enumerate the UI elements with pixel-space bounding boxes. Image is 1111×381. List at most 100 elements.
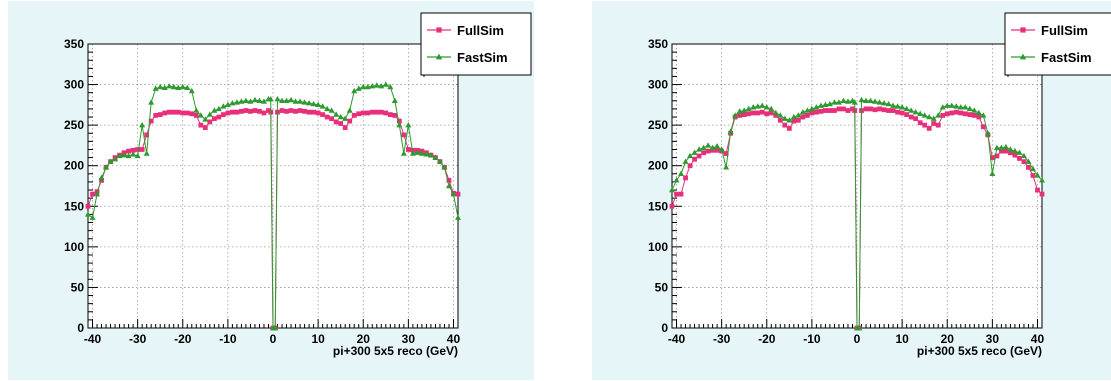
data-point-fullsim bbox=[234, 109, 240, 115]
data-point-fullsim bbox=[759, 109, 765, 115]
data-point-fastsim bbox=[856, 324, 863, 331]
legend-marker-fullsim bbox=[436, 27, 442, 33]
data-point-fastsim bbox=[274, 95, 281, 102]
data-point-fastsim bbox=[400, 150, 407, 156]
data-point-fastsim bbox=[378, 82, 385, 89]
y-tick-label: 0 bbox=[77, 321, 84, 335]
y-tick-label: 0 bbox=[661, 321, 668, 335]
data-point-fastsim bbox=[678, 170, 685, 177]
x-axis-label: pi+300 5x5 reco (GeV) bbox=[917, 344, 1042, 358]
data-point-fullsim bbox=[284, 108, 289, 114]
data-point-fastsim bbox=[899, 104, 906, 110]
data-point-fastsim bbox=[750, 104, 757, 110]
data-point-fastsim bbox=[732, 112, 739, 118]
legend-box bbox=[1004, 12, 1111, 76]
data-point-fullsim bbox=[940, 113, 946, 118]
data-point-fullsim bbox=[378, 109, 384, 115]
x-tick-label: 10 bbox=[311, 332, 325, 346]
data-point-fullsim bbox=[926, 125, 932, 131]
data-point-fullsim bbox=[746, 111, 752, 117]
data-point-fullsim bbox=[1039, 191, 1045, 197]
data-point-fullsim bbox=[980, 124, 986, 130]
data-point-fullsim bbox=[198, 122, 204, 128]
data-point-fullsim bbox=[989, 155, 995, 160]
data-point-fullsim bbox=[351, 113, 357, 118]
data-point-fastsim bbox=[310, 100, 317, 107]
data-point-fastsim bbox=[202, 116, 209, 122]
data-point-fastsim bbox=[741, 107, 748, 113]
data-point-fastsim bbox=[890, 102, 897, 108]
data-point-fullsim bbox=[967, 112, 973, 117]
data-point-fullsim bbox=[184, 110, 190, 116]
data-point-fastsim bbox=[709, 144, 716, 151]
data-point-fullsim bbox=[786, 125, 792, 131]
data-point-fullsim bbox=[342, 125, 348, 130]
data-point-fastsim bbox=[89, 214, 96, 220]
data-point-fullsim bbox=[678, 191, 684, 197]
legend-marker-fullsim bbox=[1020, 27, 1026, 33]
data-point-fullsim bbox=[832, 108, 837, 113]
data-point-fullsim bbox=[813, 109, 819, 115]
data-point-fullsim bbox=[863, 106, 869, 112]
data-point-fullsim bbox=[845, 108, 851, 113]
data-point-fastsim bbox=[754, 103, 761, 109]
data-point-fastsim bbox=[718, 146, 725, 152]
data-point-fullsim bbox=[962, 111, 968, 117]
data-point-fastsim bbox=[450, 190, 457, 197]
data-point-fastsim bbox=[881, 100, 888, 106]
data-point-fullsim bbox=[175, 109, 181, 115]
data-point-fastsim bbox=[687, 152, 694, 159]
data-point-fastsim bbox=[414, 149, 421, 155]
data-point-fastsim bbox=[745, 105, 752, 112]
data-point-fullsim bbox=[135, 147, 141, 152]
data-point-fullsim bbox=[791, 118, 797, 124]
data-point-fullsim bbox=[225, 110, 231, 116]
data-point-fastsim bbox=[858, 96, 865, 103]
data-point-fullsim bbox=[229, 109, 235, 115]
data-point-fullsim bbox=[1026, 164, 1031, 170]
data-point-fastsim bbox=[364, 83, 371, 90]
data-point-fastsim bbox=[382, 81, 389, 87]
data-point-fastsim bbox=[998, 144, 1005, 151]
data-point-fastsim bbox=[673, 177, 680, 183]
data-point-fastsim bbox=[445, 182, 452, 189]
data-point-fullsim bbox=[935, 122, 941, 128]
data-point-fastsim bbox=[1007, 146, 1014, 152]
data-point-fullsim bbox=[180, 110, 186, 116]
data-point-fastsim bbox=[851, 99, 858, 105]
data-point-fastsim bbox=[835, 99, 842, 105]
data-point-fastsim bbox=[121, 151, 128, 158]
data-point-fastsim bbox=[772, 109, 779, 116]
data-point-fullsim bbox=[99, 177, 104, 183]
data-point-fullsim bbox=[836, 106, 842, 112]
data-point-fastsim bbox=[790, 113, 797, 120]
data-point-fastsim bbox=[130, 151, 137, 157]
data-point-fastsim bbox=[355, 85, 362, 91]
data-point-fastsim bbox=[373, 82, 380, 88]
data-point-fastsim bbox=[975, 109, 982, 116]
data-point-fastsim bbox=[799, 108, 806, 115]
y-tick-label: 100 bbox=[648, 240, 668, 254]
data-point-fastsim bbox=[844, 98, 851, 104]
data-point-fullsim bbox=[768, 110, 774, 116]
data-point-fullsim bbox=[324, 114, 330, 120]
data-point-fastsim bbox=[795, 112, 802, 118]
chart-svg-left: -40 -30 -20 -10 0 10 20 30 40 0 50 100 150 200 250 300 3… bbox=[64, 12, 532, 358]
data-point-fullsim bbox=[782, 122, 788, 128]
data-point-fullsim bbox=[216, 114, 222, 120]
data-point-fastsim bbox=[107, 158, 114, 164]
data-point-fastsim bbox=[333, 111, 340, 117]
legend-label-fastsim: FastSim bbox=[457, 50, 508, 65]
data-point-fastsim bbox=[808, 105, 815, 112]
data-point-fastsim bbox=[292, 98, 299, 104]
legend-label-fullsim: FullSim bbox=[457, 23, 504, 38]
data-point-fastsim bbox=[436, 158, 443, 164]
data-point-fullsim bbox=[329, 116, 335, 122]
data-point-fullsim bbox=[705, 148, 711, 154]
data-point-fastsim bbox=[103, 164, 110, 170]
data-point-fastsim bbox=[867, 97, 874, 103]
legend-marker-fastsim bbox=[435, 53, 443, 60]
data-point-fastsim bbox=[360, 83, 367, 90]
data-point-fastsim bbox=[256, 97, 263, 103]
data-point-fastsim bbox=[391, 97, 398, 103]
